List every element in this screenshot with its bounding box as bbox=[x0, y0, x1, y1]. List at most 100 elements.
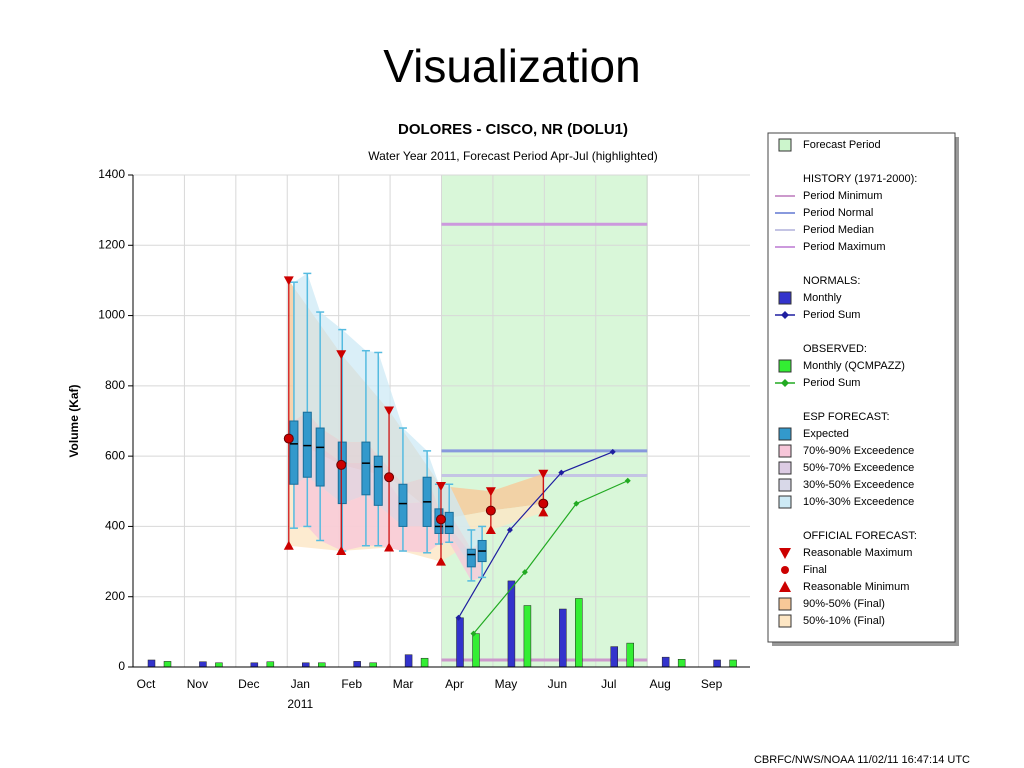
normal_monthly-bar bbox=[353, 661, 361, 668]
legend-label: 70%-90% Exceedence bbox=[803, 445, 914, 457]
observed_monthly-bar bbox=[626, 642, 634, 668]
x-tick-label: Jun bbox=[548, 677, 567, 691]
normal_period_sum-marker bbox=[455, 614, 462, 621]
normal_monthly-bar bbox=[302, 662, 310, 668]
official-final bbox=[435, 514, 446, 525]
slide-title: Visualization bbox=[383, 40, 640, 92]
legend-label: Period Median bbox=[803, 224, 874, 236]
legend-tri-up bbox=[779, 581, 791, 592]
observed_monthly-bar bbox=[420, 657, 429, 668]
official-final bbox=[336, 459, 347, 470]
normal_monthly-bar bbox=[610, 646, 618, 668]
observed_period_sum-marker bbox=[470, 630, 477, 637]
legend-swatch bbox=[778, 478, 792, 492]
x-tick-label: May bbox=[495, 677, 518, 691]
observed_monthly-bar bbox=[215, 662, 223, 668]
official-maximum bbox=[485, 487, 496, 497]
x-tick-label: Jan bbox=[291, 677, 310, 691]
x-tick-label: Apr bbox=[445, 677, 464, 691]
legend-label: Reasonable Maximum bbox=[803, 547, 912, 559]
observed_period_sum-line bbox=[473, 480, 628, 634]
observed_monthly-bar bbox=[266, 661, 275, 668]
normal_monthly-bar bbox=[250, 662, 259, 668]
legend-label: Period Maximum bbox=[803, 241, 886, 253]
legend-label: Expected bbox=[803, 428, 849, 440]
legend-diamond bbox=[781, 379, 789, 387]
esp-box bbox=[302, 411, 312, 478]
legend-label: Period Minimum bbox=[803, 190, 882, 202]
legend-label: Final bbox=[803, 564, 827, 576]
official-final bbox=[384, 472, 395, 483]
observed_monthly-bar bbox=[318, 662, 326, 668]
legend-heading: NORMALS: bbox=[803, 275, 860, 287]
y-tick-label: 800 bbox=[105, 378, 125, 392]
observed_monthly-bar bbox=[523, 605, 532, 668]
legend-label: Monthly bbox=[803, 292, 842, 304]
y-tick-label: 1200 bbox=[98, 237, 125, 251]
observed_monthly-bar bbox=[677, 659, 686, 668]
official-minimum bbox=[485, 524, 496, 534]
normal_period_sum-line bbox=[457, 451, 613, 619]
x-tick-label: Sep bbox=[701, 677, 723, 691]
legend-swatch bbox=[778, 597, 792, 611]
observed_monthly-bar bbox=[369, 662, 377, 668]
y-tick-label: 400 bbox=[105, 519, 125, 533]
esp-box bbox=[466, 548, 476, 568]
x-tick-label: Mar bbox=[393, 677, 414, 691]
legend-swatch bbox=[778, 138, 792, 152]
chart-title: DOLORES - CISCO, NR (DOLU1) bbox=[398, 121, 628, 138]
legend-label: 30%-50% Exceedence bbox=[803, 479, 914, 491]
legend-label: Reasonable Minimum bbox=[803, 581, 909, 593]
legend-swatch bbox=[778, 291, 792, 305]
official-minimum bbox=[336, 546, 347, 556]
normal_monthly-bar bbox=[713, 659, 721, 668]
legend-box bbox=[767, 132, 956, 643]
legend-diamond bbox=[781, 311, 789, 319]
legend-label: Forecast Period bbox=[803, 139, 881, 151]
official-maximum bbox=[283, 276, 294, 286]
x-year-label: 2011 bbox=[287, 697, 313, 711]
normal_monthly-bar bbox=[199, 661, 207, 668]
normal_monthly-bar bbox=[507, 580, 516, 668]
esp-box bbox=[444, 511, 454, 534]
legend-heading: OBSERVED: bbox=[803, 343, 867, 355]
observed_period_sum-marker bbox=[521, 569, 528, 576]
observed_monthly-bar bbox=[575, 598, 583, 668]
observed_monthly-bar bbox=[472, 633, 480, 668]
y-tick-label: 1000 bbox=[98, 308, 125, 322]
normal_period_sum-marker bbox=[558, 469, 565, 476]
x-tick-label: Oct bbox=[137, 677, 156, 691]
legend-swatch bbox=[778, 495, 792, 509]
legend-swatch bbox=[778, 614, 792, 628]
official-minimum bbox=[283, 540, 294, 550]
observed_monthly-bar bbox=[163, 661, 172, 668]
x-tick-label: Dec bbox=[238, 677, 259, 691]
legend-label: Period Sum bbox=[803, 377, 860, 389]
legend-tri-down bbox=[779, 548, 791, 559]
legend-label: 50%-10% (Final) bbox=[803, 615, 885, 627]
legend-swatch bbox=[778, 461, 792, 475]
esp-box bbox=[337, 441, 347, 505]
official-maximum bbox=[336, 350, 347, 360]
normal_monthly-bar bbox=[404, 654, 413, 668]
esp-box bbox=[361, 441, 371, 496]
official-final bbox=[538, 498, 549, 509]
official-maximum bbox=[384, 406, 395, 416]
official-minimum bbox=[384, 542, 395, 552]
official-final bbox=[283, 433, 294, 444]
observed_period_sum-marker bbox=[624, 477, 631, 484]
y-tick-label: 200 bbox=[105, 589, 125, 603]
normal_monthly-bar bbox=[661, 656, 670, 668]
observed_period_sum-marker bbox=[573, 500, 580, 507]
x-tick-label: Feb bbox=[341, 677, 362, 691]
legend-heading: OFFICIAL FORECAST: bbox=[803, 530, 917, 542]
legend-heading: ESP FORECAST: bbox=[803, 411, 890, 423]
y-axis-label: Volume (Kaf) bbox=[67, 384, 81, 457]
y-tick-label: 0 bbox=[118, 659, 125, 673]
official-minimum bbox=[538, 507, 549, 517]
legend-circle bbox=[781, 566, 789, 574]
official-maximum bbox=[538, 469, 549, 479]
observed_monthly-bar bbox=[729, 659, 737, 668]
chart-subtitle: Water Year 2011, Forecast Period Apr-Jul… bbox=[368, 149, 658, 163]
